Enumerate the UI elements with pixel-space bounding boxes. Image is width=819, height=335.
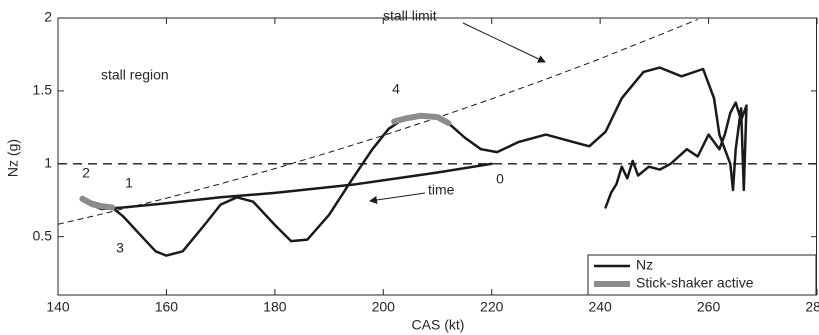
x-tick-label: 260 [697, 299, 721, 315]
annotation: 4 [392, 81, 400, 97]
x-axis-label: CAS (kt) [412, 317, 465, 333]
y-axis-label: Nz (g) [5, 139, 21, 177]
legend-label: Stick-shaker active [636, 275, 754, 291]
series-line [79, 112, 452, 211]
x-tick-label: 280 [805, 299, 819, 315]
legend-box [587, 254, 817, 296]
y-tick-label: 0.5 [33, 227, 53, 243]
arrow [462, 22, 546, 63]
annotation: stall region [101, 67, 169, 83]
annotation: 2 [82, 165, 90, 181]
annotation: 1 [125, 175, 133, 191]
plot-frame [57, 17, 817, 296]
stall-limit-label: stall limit [383, 8, 437, 24]
series-line [83, 66, 748, 257]
annotation: 0 [496, 171, 504, 187]
x-tick-label: 160 [155, 299, 179, 315]
y-tick-label: 1.5 [33, 82, 53, 98]
legend-label: Nz [636, 257, 653, 273]
arrow [369, 192, 426, 204]
x-tick-label: 240 [588, 299, 612, 315]
y-tick-label: 1 [44, 154, 52, 170]
y-tick-label: 2 [44, 9, 52, 25]
x-tick-label: 180 [263, 299, 287, 315]
annotation: time [428, 182, 455, 198]
x-tick-label: 140 [46, 299, 70, 315]
x-tick-label: 220 [480, 299, 504, 315]
x-tick-label: 200 [372, 299, 396, 315]
annotation: 3 [116, 240, 124, 256]
stall-limit-line [58, 19, 698, 225]
